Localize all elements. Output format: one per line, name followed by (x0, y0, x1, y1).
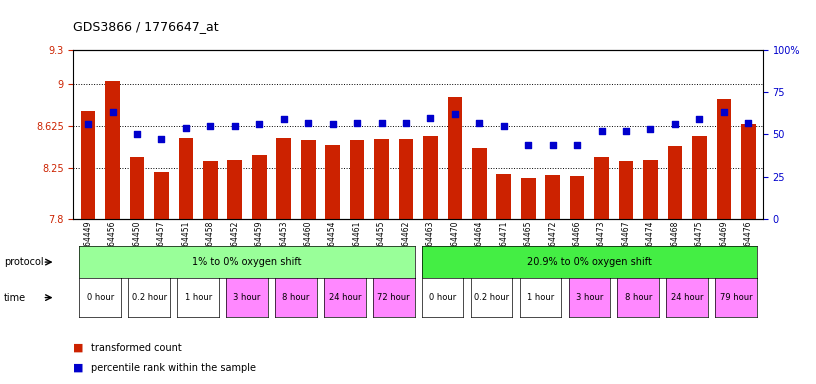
Bar (447, 97, 462, 219)
Point (131, 131, 144, 137)
Point (497, 123, 510, 129)
Point (82, 121, 95, 127)
Bar (326, 144, 340, 219)
Bar (521, 178, 535, 219)
Point (570, 141, 583, 147)
Bar (692, 136, 707, 219)
Text: 3 hour: 3 hour (575, 293, 603, 302)
Bar (130, 157, 144, 219)
Point (595, 128, 608, 134)
Point (351, 119, 364, 126)
Bar (154, 172, 169, 219)
Bar (179, 138, 193, 219)
Bar (399, 139, 414, 219)
Bar (228, 160, 242, 219)
Text: 8 hour: 8 hour (624, 293, 652, 302)
Bar (667, 146, 682, 219)
Text: 8 hour: 8 hour (282, 293, 309, 302)
Bar (619, 161, 633, 219)
Text: 1 hour: 1 hour (184, 293, 212, 302)
Point (400, 119, 413, 126)
Bar (741, 124, 756, 219)
Bar (350, 140, 365, 219)
Point (644, 126, 657, 132)
Text: transformed count: transformed count (91, 343, 182, 353)
Bar (716, 99, 731, 219)
Text: 24 hour: 24 hour (329, 293, 361, 302)
Point (668, 121, 681, 127)
Bar (496, 174, 511, 219)
Bar (277, 138, 291, 219)
Point (546, 141, 559, 147)
Text: percentile rank within the sample: percentile rank within the sample (91, 363, 256, 373)
Text: ■: ■ (73, 343, 84, 353)
Text: 0 hour: 0 hour (429, 293, 456, 302)
Text: ■: ■ (73, 363, 84, 373)
Bar (643, 160, 658, 219)
Point (155, 136, 168, 142)
Bar (252, 155, 267, 219)
Point (277, 116, 290, 122)
Text: 1 hour: 1 hour (527, 293, 554, 302)
Bar (81, 111, 95, 219)
Point (424, 114, 437, 121)
Text: 0.2 hour: 0.2 hour (131, 293, 166, 302)
Point (375, 119, 388, 126)
Point (180, 124, 193, 131)
Text: 72 hour: 72 hour (378, 293, 410, 302)
Bar (105, 81, 120, 219)
Point (204, 123, 217, 129)
Point (448, 111, 461, 117)
Bar (423, 136, 437, 219)
Bar (472, 148, 486, 219)
Text: protocol: protocol (4, 257, 44, 267)
Point (253, 121, 266, 127)
Point (693, 116, 706, 122)
Text: 1% to 0% oxygen shift: 1% to 0% oxygen shift (193, 257, 302, 267)
Text: time: time (4, 293, 26, 303)
Text: 20.9% to 0% oxygen shift: 20.9% to 0% oxygen shift (527, 257, 652, 267)
Point (326, 121, 339, 127)
Text: 24 hour: 24 hour (671, 293, 703, 302)
Point (717, 109, 730, 116)
Text: GDS3866 / 1776647_at: GDS3866 / 1776647_at (73, 20, 219, 33)
Text: 0 hour: 0 hour (86, 293, 114, 302)
Bar (301, 140, 316, 219)
Text: 79 hour: 79 hour (720, 293, 752, 302)
Text: 3 hour: 3 hour (233, 293, 261, 302)
Point (228, 123, 242, 129)
Bar (203, 161, 218, 219)
Bar (594, 157, 609, 219)
Point (302, 119, 315, 126)
Point (521, 141, 534, 147)
Bar (545, 175, 560, 219)
Point (106, 109, 119, 116)
Point (472, 119, 486, 126)
Text: 0.2 hour: 0.2 hour (474, 293, 509, 302)
Point (619, 128, 632, 134)
Bar (375, 139, 389, 219)
Bar (570, 176, 584, 219)
Point (742, 119, 755, 126)
